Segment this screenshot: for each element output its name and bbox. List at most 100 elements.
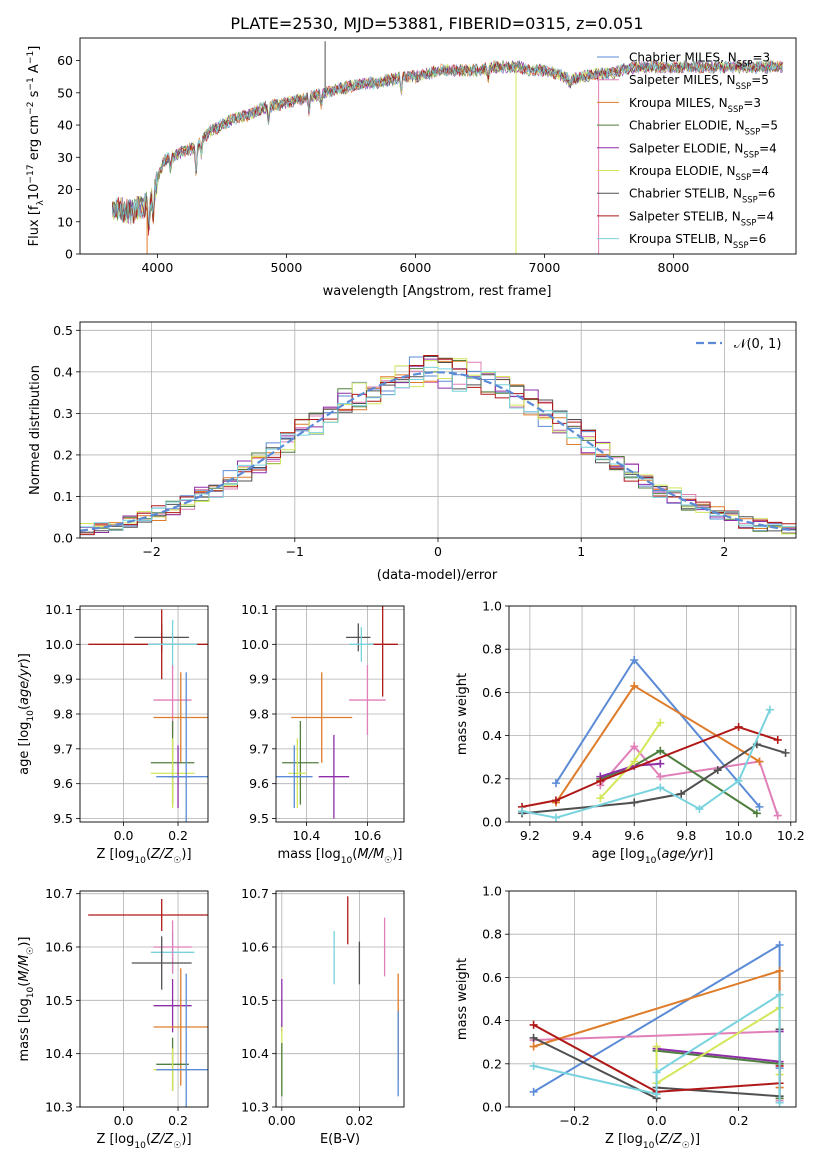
plot-area	[88, 899, 208, 1107]
y-tick-label: 9.8	[249, 707, 269, 722]
y-tick-label: 1.0	[482, 884, 502, 899]
axes-frame	[79, 605, 209, 823]
y-tick-label: 0.0	[53, 531, 73, 546]
weight-marker	[677, 789, 686, 798]
normal-curve	[80, 371, 794, 532]
x-tick-label: 1	[577, 544, 585, 559]
y-tick-label: 0.5	[53, 323, 73, 338]
spectrum-line	[112, 59, 783, 227]
panel-weight_vs_Z: −0.2 0.0 0.2 0.0 0.2 0.4 0.6 0.8 1.0 Z [log10(Z/Z…	[455, 884, 797, 1151]
y-tick-label: 9.9	[53, 672, 73, 687]
panel-weight_vs_age: 9.2 9.4 9.6 9.8 10.0 10.2 0.0 0.2 0.4 0.6 0.8 1.0 ag…	[455, 599, 805, 867]
weight-marker	[755, 802, 764, 811]
x-tick-label: 10.6	[354, 828, 382, 843]
weight-marker	[775, 990, 784, 999]
y-tick-label: 0.8	[482, 927, 502, 942]
weight-marker	[529, 1087, 538, 1096]
y-axis-label: mass weight	[455, 673, 470, 755]
y-tick-label: 10.7	[241, 886, 269, 901]
y-tick-label: 0.4	[482, 728, 502, 743]
axes-frame	[79, 890, 209, 1108]
weight-marker	[656, 718, 665, 727]
legend-entry: Kroupa ELODIE, NSSP=4	[629, 164, 769, 182]
y-tick-label: 0.2	[482, 771, 502, 786]
plot-area	[88, 609, 208, 822]
axes-frame	[275, 605, 405, 823]
x-tick-label: 0.0	[114, 828, 134, 843]
y-tick-label: 10.1	[45, 602, 73, 617]
x-tick-label: 9.2	[520, 828, 540, 843]
weight-line	[655, 1005, 781, 1085]
plot-area	[276, 606, 398, 819]
x-tick-label: 0	[434, 544, 442, 559]
legend-entry: Kroupa MILES, NSSP=3	[629, 96, 761, 114]
y-tick-label: 0.2	[53, 447, 73, 462]
weight-marker	[775, 1098, 784, 1107]
x-axis-label: Z [log10(Z/Z☉)]	[605, 1132, 700, 1151]
plot-area	[80, 355, 796, 536]
grid	[509, 890, 796, 1108]
x-axis-label: age [log10(age/yr)]	[592, 847, 714, 866]
legend-entry: Chabrier ELODIE, NSSP=5	[629, 119, 778, 137]
y-tick-label: 60	[57, 53, 73, 68]
y-tick-label: 0.8	[482, 642, 502, 657]
y-tick-label: 10.4	[241, 1046, 269, 1061]
legend-entry: Kroupa STELIB, NSSP=6	[629, 232, 766, 250]
panel-spectrum: 4000 5000 6000 7000 8000 0 10 20 30 40 50 60 wavelen…	[26, 37, 797, 299]
x-tick-label: 0.2	[168, 1113, 188, 1128]
panel-mass_vs_EBV: 0.00 0.02 10.3 10.4 10.5 10.6 10.7 E(B-V)	[241, 886, 405, 1147]
panel-age_vs_mass: 10.4 10.6 9.5 9.6 9.7 9.8 9.9 10.0 10.1 mass [log…	[241, 602, 405, 866]
x-tick-label: 0.0	[114, 1113, 134, 1128]
weight-marker	[734, 722, 743, 731]
x-axis-label: E(B-V)	[320, 1132, 360, 1147]
weight-marker	[529, 1061, 538, 1070]
y-tick-label: 0.1	[53, 489, 73, 504]
weight-marker	[652, 1068, 661, 1077]
legend-entry: Chabrier STELIB, NSSP=6	[629, 187, 775, 205]
y-tick-label: 0.0	[482, 815, 502, 830]
y-tick-label: 0.6	[482, 970, 502, 985]
y-tick-label: 10.0	[45, 637, 73, 652]
x-axis-label: Z [log10(Z/Z☉)]	[96, 847, 191, 866]
legend-entry: Salpeter ELODIE, NSSP=4	[629, 141, 777, 159]
weight-marker	[529, 1033, 538, 1042]
weight-marker	[630, 757, 639, 766]
x-tick-label: −2	[142, 544, 160, 559]
axes-frame	[79, 37, 797, 255]
y-tick-label: 10.0	[241, 637, 269, 652]
weight-marker	[765, 705, 774, 714]
grid	[276, 606, 404, 822]
y-tick-label: 10.1	[241, 602, 269, 617]
x-tick-label: 10.2	[777, 828, 805, 843]
weight-marker	[518, 807, 527, 816]
x-tick-label: 9.8	[676, 828, 696, 843]
axes-frame	[79, 321, 797, 539]
weight-marker	[652, 1090, 661, 1099]
y-tick-label: 40	[57, 118, 73, 133]
y-axis-label: mass [log10(M/M☉)]	[17, 937, 36, 1062]
weight-marker	[630, 742, 639, 751]
legend-spectrum: Chabrier MILES, NSSP=3 Salpeter MILES, NS…	[597, 51, 778, 250]
x-tick-label: 0.0	[647, 1113, 667, 1128]
y-tick-label: 50	[57, 85, 73, 100]
legend-entry: Salpeter STELIB, NSSP=4	[629, 209, 774, 227]
y-tick-label: 9.6	[53, 776, 73, 791]
y-axis-label: Flux [fλ10−17 erg cm−2 s−1 A−1]	[26, 46, 46, 247]
y-tick-label: 0.3	[53, 406, 73, 421]
y-tick-label: 10.3	[45, 1100, 73, 1115]
y-axis-label: mass weight	[455, 958, 470, 1040]
weight-line	[555, 658, 761, 808]
weight-marker	[596, 776, 605, 785]
x-tick-label: 6000	[400, 260, 432, 275]
weight-marker	[755, 757, 764, 766]
weight-marker	[773, 811, 782, 820]
axes-frame	[508, 890, 797, 1108]
weight-marker	[529, 1020, 538, 1029]
y-tick-label: 0.6	[482, 685, 502, 700]
x-tick-label: 9.6	[624, 828, 644, 843]
x-tick-label: 0.2	[168, 828, 188, 843]
x-tick-label: −0.2	[559, 1113, 589, 1128]
y-tick-label: 0	[65, 247, 73, 262]
axes-frame	[508, 605, 797, 823]
y-tick-label: 9.5	[53, 811, 73, 826]
